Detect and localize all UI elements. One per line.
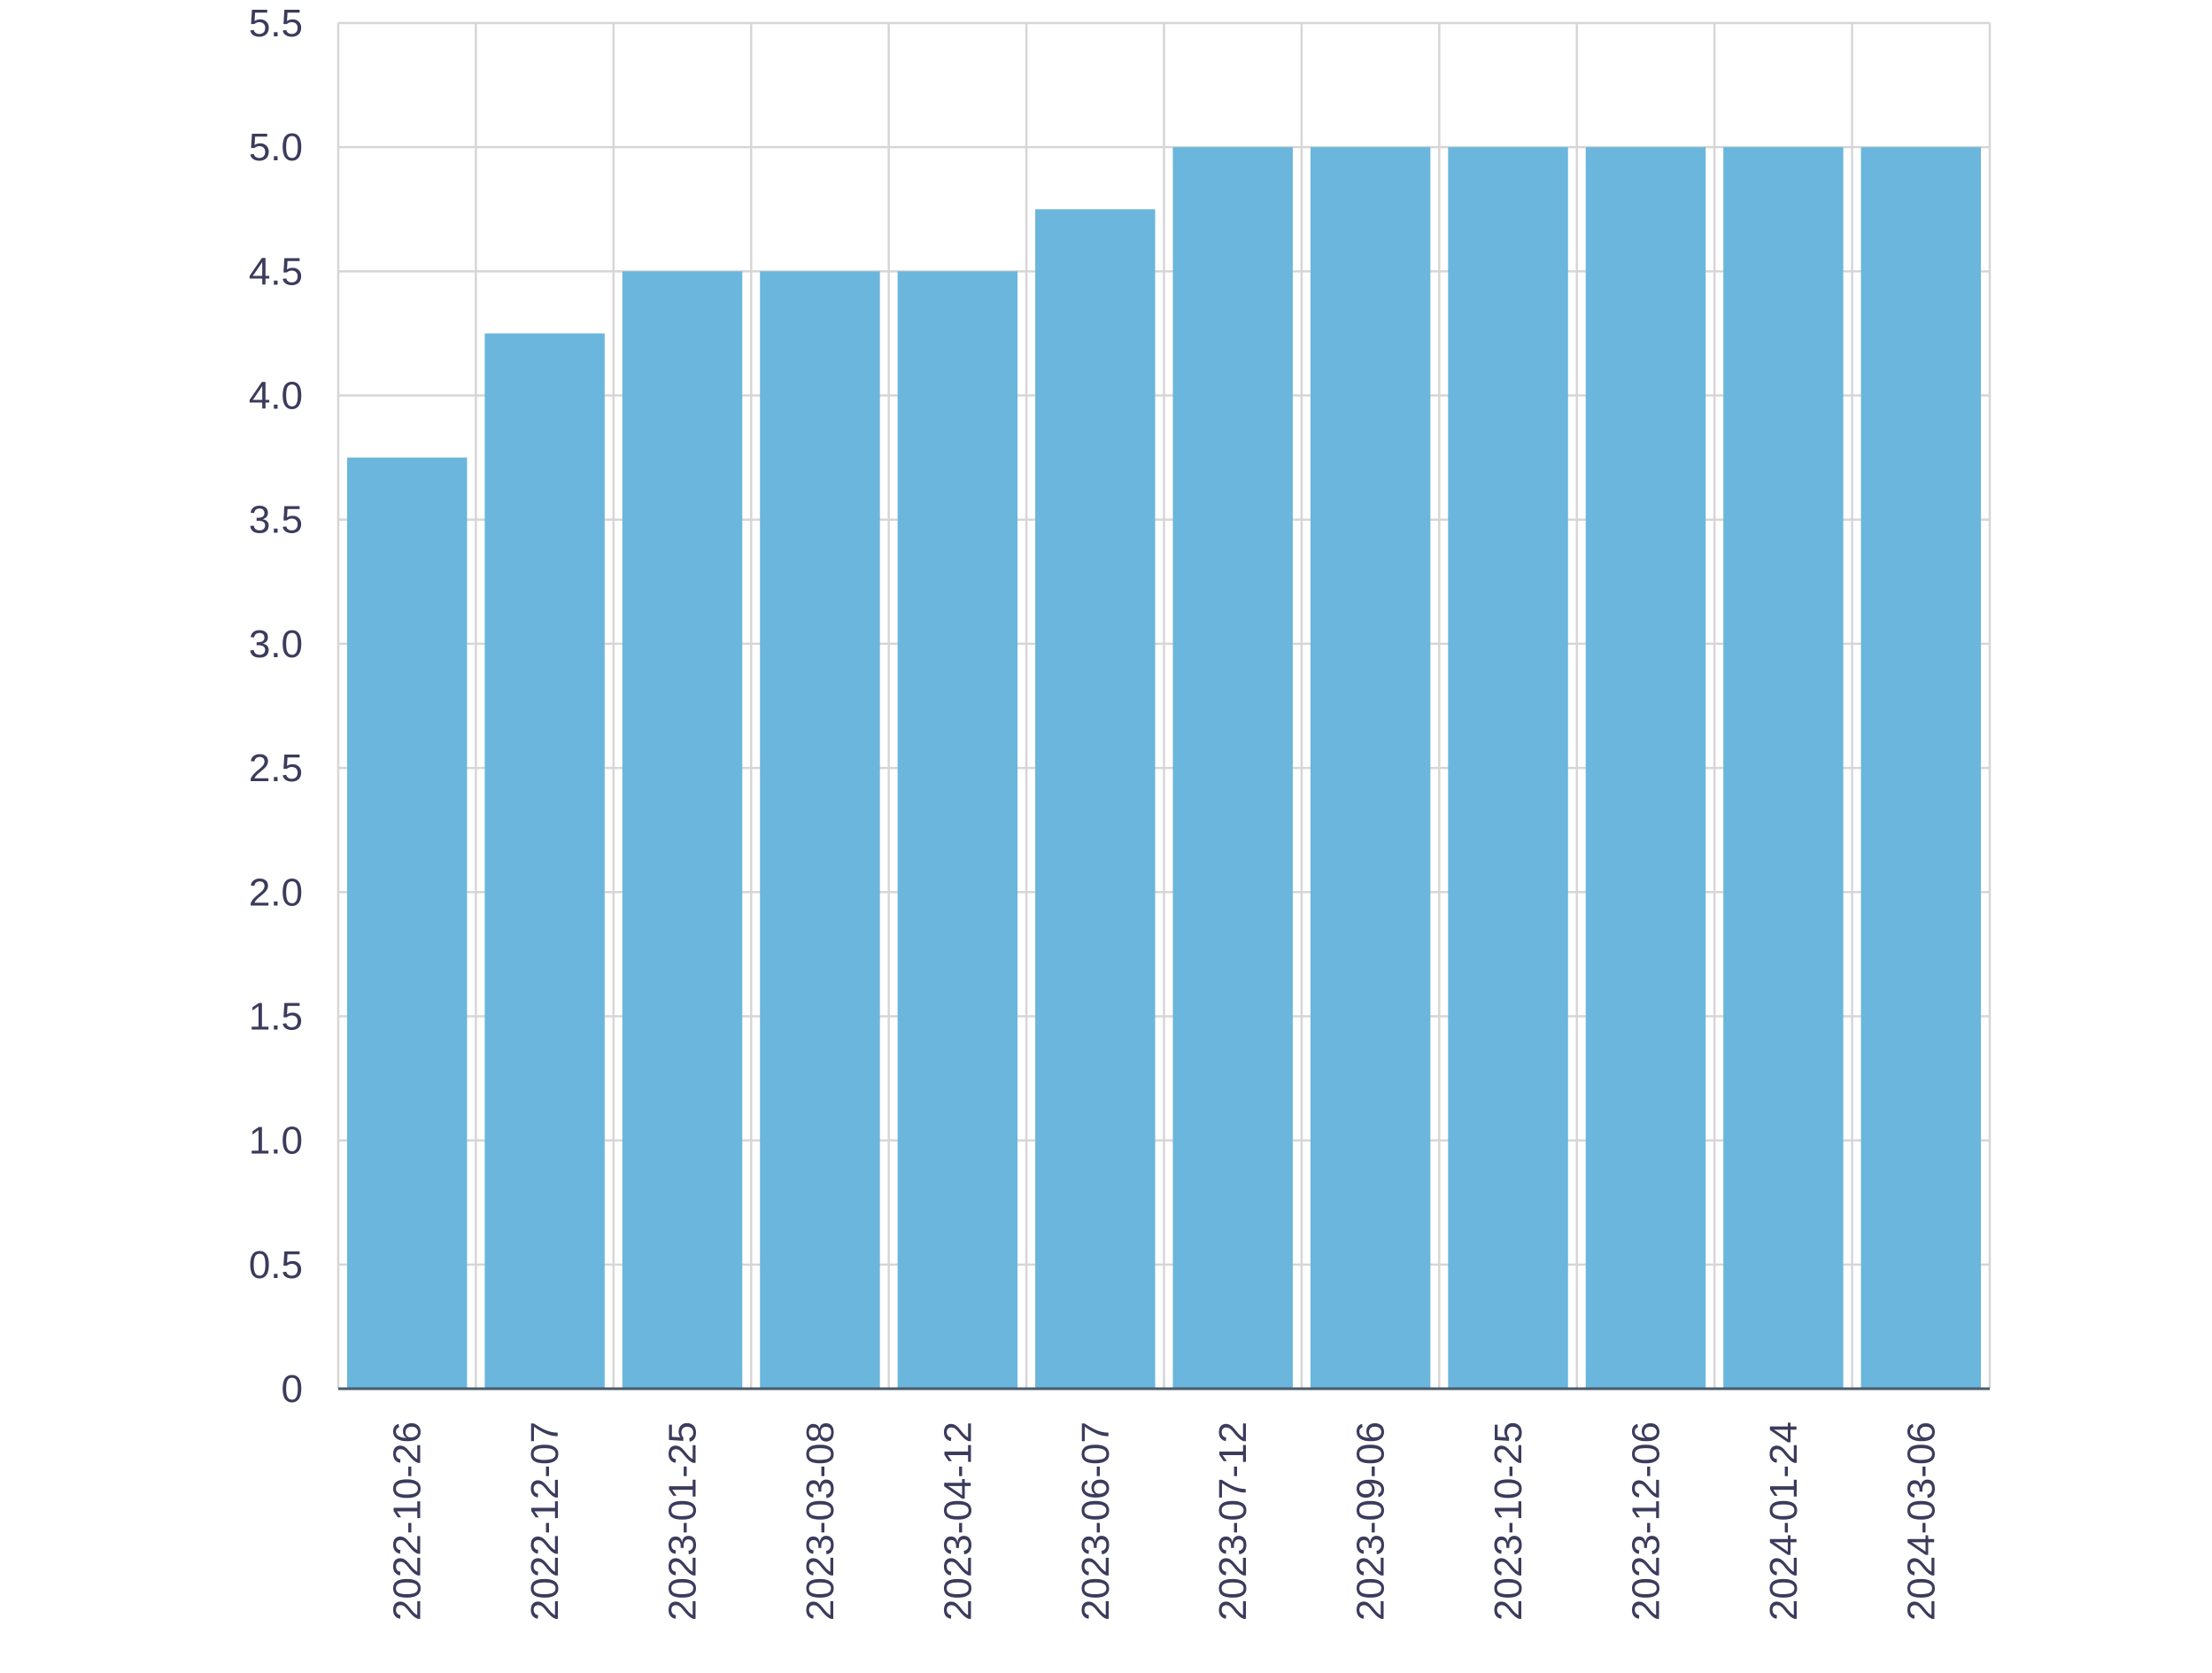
x-tick-label: 2023-12-06 <box>1624 1421 1667 1621</box>
y-axis-tick-labels: 0 0.5 1.0 1.5 2.0 2.5 3.0 3.5 4.0 4.5 5.0 5.5 <box>249 2 303 1411</box>
x-tick-label: 2023-10-25 <box>1487 1421 1530 1621</box>
x-tick-label: 2023-01-25 <box>661 1421 705 1621</box>
x-tick-label: 2023-07-12 <box>1211 1421 1255 1621</box>
x-axis-tick-labels: 2022-10-26 2022-12-07 2023-01-25 2023-03-08… <box>386 1421 1944 1621</box>
y-tick-label: 5.5 <box>249 2 303 45</box>
bar <box>1448 147 1568 1389</box>
y-tick-label: 4.5 <box>249 250 303 293</box>
bar <box>622 271 743 1389</box>
y-tick-label: 0 <box>282 1367 303 1411</box>
bar <box>484 333 605 1389</box>
bar <box>1723 147 1844 1389</box>
y-tick-label: 2.5 <box>249 747 303 790</box>
x-tick-label: 2023-04-12 <box>936 1421 979 1621</box>
bar <box>347 457 468 1389</box>
bar <box>1585 147 1706 1389</box>
x-tick-label: 2023-06-07 <box>1074 1421 1118 1621</box>
x-tick-label: 2024-01-24 <box>1762 1421 1806 1621</box>
y-tick-label: 1.5 <box>249 995 303 1038</box>
bar <box>1035 209 1156 1390</box>
x-tick-label: 2024-03-06 <box>1899 1421 1943 1621</box>
bar <box>760 271 880 1389</box>
y-tick-label: 1.0 <box>249 1119 303 1163</box>
x-tick-label: 2023-03-08 <box>799 1421 842 1621</box>
y-tick-label: 3.5 <box>249 499 303 542</box>
x-tick-label: 2022-10-26 <box>386 1421 429 1621</box>
y-tick-label: 4.0 <box>249 375 303 418</box>
y-tick-label: 0.5 <box>249 1243 303 1287</box>
y-tick-label: 3.0 <box>249 623 303 666</box>
bar <box>897 271 1018 1389</box>
bar <box>1172 147 1293 1389</box>
y-tick-label: 5.0 <box>249 126 303 169</box>
x-tick-label: 2023-09-06 <box>1350 1421 1393 1621</box>
bars <box>347 147 1981 1390</box>
bar <box>1860 147 1981 1389</box>
y-tick-label: 2.0 <box>249 871 303 914</box>
bar <box>1310 147 1431 1389</box>
x-tick-label: 2022-12-07 <box>523 1421 567 1621</box>
grid-lines <box>336 21 1992 1389</box>
